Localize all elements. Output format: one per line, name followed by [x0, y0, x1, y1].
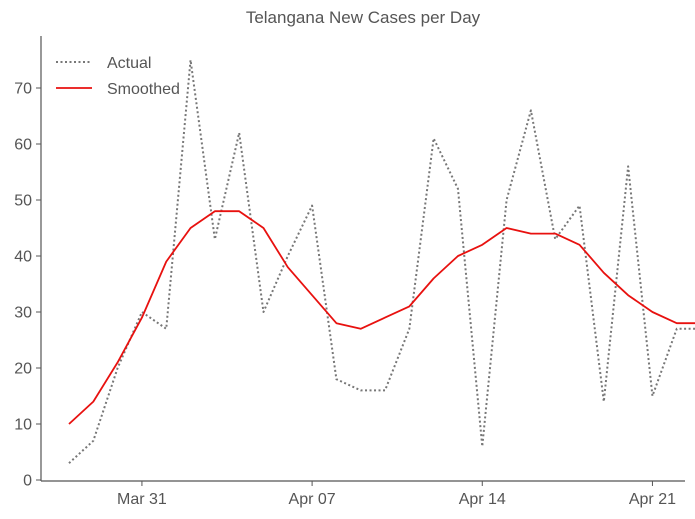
y-tick-label: 50 — [14, 193, 32, 210]
x-tick-label: Mar 31 — [117, 491, 167, 508]
legend-label-smoothed: Smoothed — [107, 81, 180, 98]
axes: 0 10 20 30 40 50 60 70 Mar 31 Apr 07 Apr 14 Apr 21 — [14, 36, 685, 508]
series-layer — [68, 59, 695, 464]
chart-title: Telangana New Cases per Day — [246, 8, 481, 27]
y-tick-label: 70 — [14, 81, 32, 98]
legend-label-actual: Actual — [107, 55, 151, 72]
legend: Actual Smoothed — [56, 55, 180, 98]
x-tick-label: Apr 07 — [289, 491, 336, 508]
y-tick-label: 40 — [14, 249, 32, 266]
y-tick-label: 0 — [23, 473, 32, 490]
y-tick-label: 10 — [14, 417, 32, 434]
series-line-actual — [68, 59, 695, 464]
y-tick-label: 30 — [14, 305, 32, 322]
x-tick-label: Apr 21 — [629, 491, 676, 508]
y-tick-label: 20 — [14, 361, 32, 378]
x-tick-label: Apr 14 — [459, 491, 506, 508]
y-tick-label: 60 — [14, 137, 32, 154]
series-line-smoothed — [68, 210, 695, 425]
